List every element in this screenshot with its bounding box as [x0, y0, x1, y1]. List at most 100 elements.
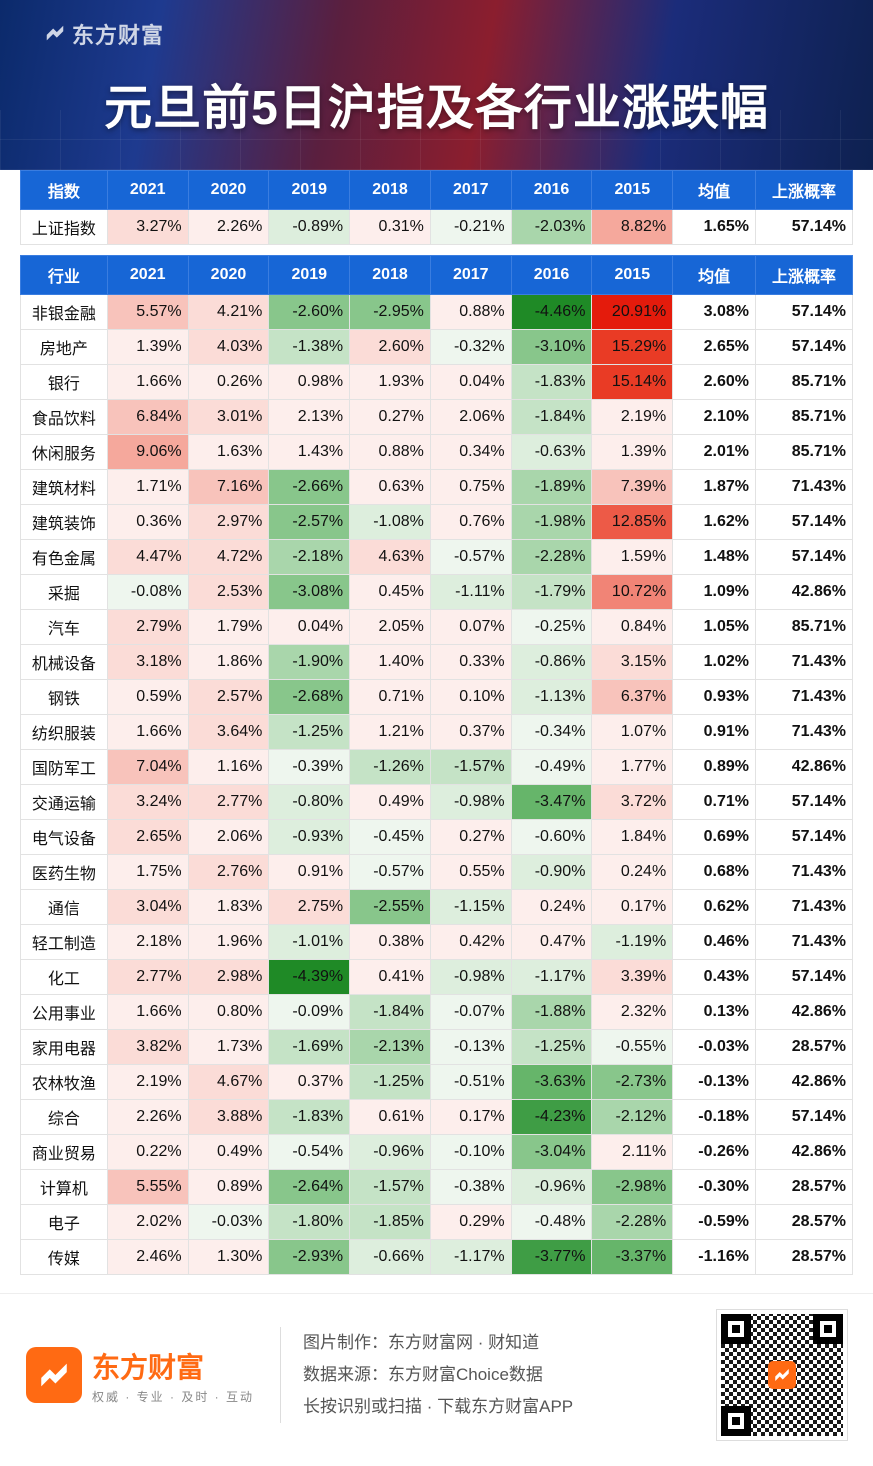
row-label: 计算机 — [21, 1170, 108, 1205]
heat-cell: 3.18% — [107, 645, 188, 680]
heat-cell: -2.66% — [269, 470, 350, 505]
heat-cell: 3.01% — [188, 400, 269, 435]
heat-cell: -1.98% — [511, 505, 592, 540]
row-label: 传媒 — [21, 1240, 108, 1275]
prob-cell: 28.57% — [755, 1030, 852, 1065]
heat-cell: -2.95% — [350, 295, 431, 330]
tables-container: 指数2021202020192018201720162015均值上涨概率 上证指… — [0, 170, 873, 1293]
heat-cell: 0.29% — [430, 1205, 511, 1240]
heat-cell: -0.45% — [350, 820, 431, 855]
heat-cell: 20.91% — [592, 295, 673, 330]
credit-value: 东方财富网 · 财知道 — [388, 1333, 539, 1352]
prob-cell: 85.71% — [755, 610, 852, 645]
heat-cell: 15.29% — [592, 330, 673, 365]
heat-cell: 0.36% — [107, 505, 188, 540]
heat-cell: 0.27% — [350, 400, 431, 435]
table-row: 建筑材料1.71%7.16%-2.66%0.63%0.75%-1.89%7.39… — [21, 470, 853, 505]
row-label: 非银金融 — [21, 295, 108, 330]
heat-cell: -2.73% — [592, 1065, 673, 1100]
heat-cell: -2.98% — [592, 1170, 673, 1205]
source-value: 东方财富Choice数据 — [388, 1365, 543, 1384]
heat-cell: 0.76% — [430, 505, 511, 540]
row-label: 有色金属 — [21, 540, 108, 575]
heat-cell: 0.38% — [350, 925, 431, 960]
prob-cell: 42.86% — [755, 995, 852, 1030]
heat-cell: 1.79% — [188, 610, 269, 645]
heat-cell: -0.51% — [430, 1065, 511, 1100]
heat-cell: -2.55% — [350, 890, 431, 925]
prob-cell: 85.71% — [755, 365, 852, 400]
heat-cell: -2.64% — [269, 1170, 350, 1205]
heat-cell: 4.67% — [188, 1065, 269, 1100]
heat-cell: 2.32% — [592, 995, 673, 1030]
table-row: 上证指数3.27%2.26%-0.89%0.31%-0.21%-2.03%8.8… — [21, 210, 853, 245]
heat-cell: 0.71% — [350, 680, 431, 715]
heat-cell: -0.39% — [269, 750, 350, 785]
avg-cell: 0.62% — [673, 890, 756, 925]
prob-cell: 57.14% — [755, 330, 852, 365]
heat-cell: -0.60% — [511, 820, 592, 855]
heat-cell: 0.04% — [269, 610, 350, 645]
heat-cell: 0.47% — [511, 925, 592, 960]
heat-cell: 3.39% — [592, 960, 673, 995]
row-label: 钢铁 — [21, 680, 108, 715]
heat-cell: 2.75% — [269, 890, 350, 925]
brand-logo-icon — [44, 23, 66, 45]
avg-cell: 2.10% — [673, 400, 756, 435]
heat-cell: 5.55% — [107, 1170, 188, 1205]
row-label: 国防军工 — [21, 750, 108, 785]
heat-cell: 2.26% — [188, 210, 269, 245]
row-label: 通信 — [21, 890, 108, 925]
heat-cell: 3.27% — [107, 210, 188, 245]
prob-cell: 85.71% — [755, 435, 852, 470]
heat-cell: 2.76% — [188, 855, 269, 890]
heat-cell: -3.04% — [511, 1135, 592, 1170]
avg-cell: 1.48% — [673, 540, 756, 575]
heat-cell: -0.98% — [430, 960, 511, 995]
heat-cell: 2.77% — [188, 785, 269, 820]
table-row: 机械设备3.18%1.86%-1.90%1.40%0.33%-0.86%3.15… — [21, 645, 853, 680]
table-row: 轻工制造2.18%1.96%-1.01%0.38%0.42%0.47%-1.19… — [21, 925, 853, 960]
column-header: 2018 — [350, 171, 431, 210]
heat-cell: -1.25% — [350, 1065, 431, 1100]
heat-cell: 0.24% — [511, 890, 592, 925]
avg-cell: 0.13% — [673, 995, 756, 1030]
heat-cell: 2.79% — [107, 610, 188, 645]
heat-cell: -1.88% — [511, 995, 592, 1030]
heat-cell: -1.11% — [430, 575, 511, 610]
heat-cell: 2.46% — [107, 1240, 188, 1275]
prob-cell: 28.57% — [755, 1205, 852, 1240]
avg-cell: -0.18% — [673, 1100, 756, 1135]
heat-cell: 1.66% — [107, 715, 188, 750]
heat-cell: -1.08% — [350, 505, 431, 540]
heat-cell: 1.96% — [188, 925, 269, 960]
heat-cell: -2.28% — [592, 1205, 673, 1240]
heat-cell: 10.72% — [592, 575, 673, 610]
heat-cell: -2.28% — [511, 540, 592, 575]
heat-cell: 1.71% — [107, 470, 188, 505]
prob-cell: 57.14% — [755, 960, 852, 995]
heat-cell: 1.77% — [592, 750, 673, 785]
avg-cell: 2.01% — [673, 435, 756, 470]
column-header: 上涨概率 — [755, 256, 852, 295]
heat-cell: 3.15% — [592, 645, 673, 680]
heat-cell: 0.84% — [592, 610, 673, 645]
heat-cell: -0.07% — [430, 995, 511, 1030]
heat-cell: -0.63% — [511, 435, 592, 470]
footer-logo-icon — [26, 1347, 82, 1403]
column-header: 指数 — [21, 171, 108, 210]
heat-cell: -4.46% — [511, 295, 592, 330]
heat-cell: 0.41% — [350, 960, 431, 995]
row-label: 建筑装饰 — [21, 505, 108, 540]
heat-cell: 2.53% — [188, 575, 269, 610]
column-header: 2019 — [269, 171, 350, 210]
heat-cell: 0.42% — [430, 925, 511, 960]
row-label: 房地产 — [21, 330, 108, 365]
heat-cell: 0.80% — [188, 995, 269, 1030]
avg-cell: 1.09% — [673, 575, 756, 610]
footer-brand-sub: 权威 · 专业 · 及时 · 互动 — [92, 1388, 254, 1405]
heat-cell: 3.04% — [107, 890, 188, 925]
heat-cell: 0.07% — [430, 610, 511, 645]
heat-cell: 1.66% — [107, 365, 188, 400]
heat-cell: 2.06% — [430, 400, 511, 435]
